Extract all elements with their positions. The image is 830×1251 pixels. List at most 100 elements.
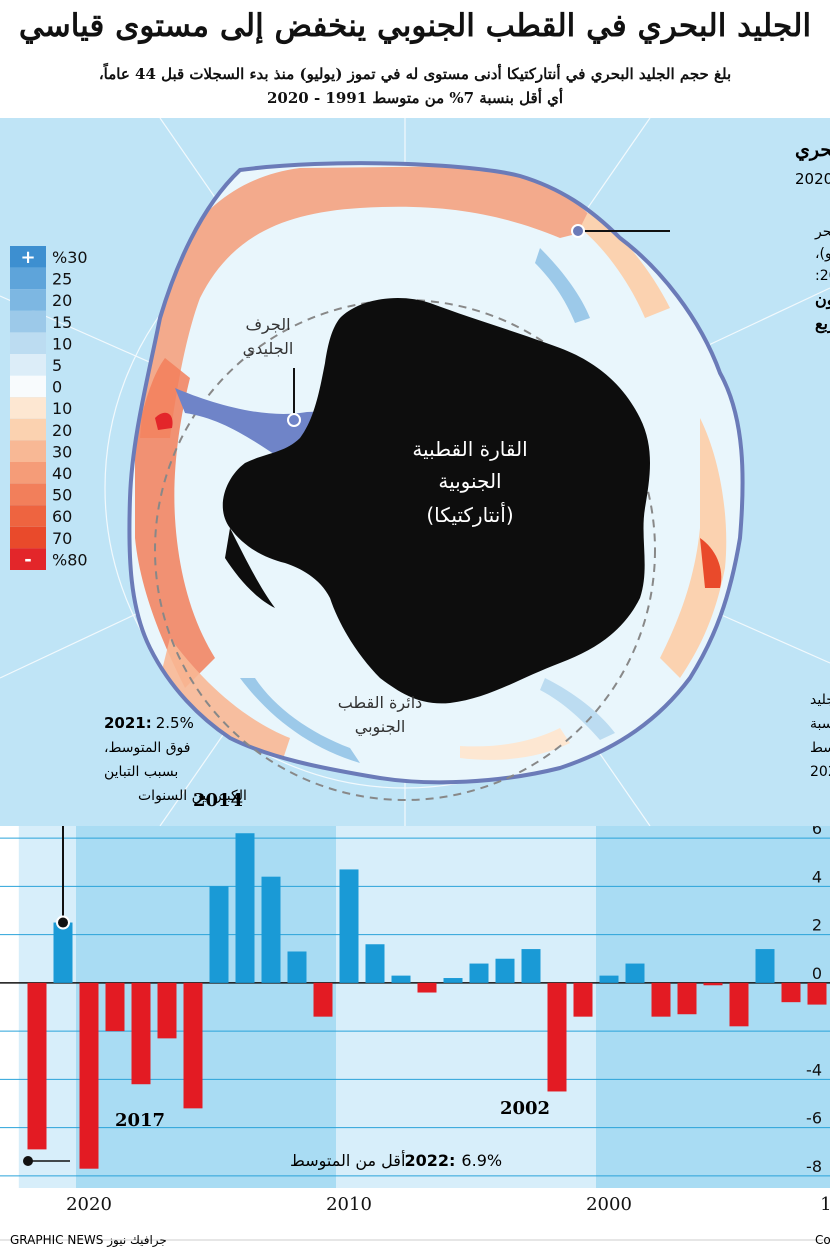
- legend-label: 0: [52, 378, 62, 397]
- legend-swatch: [10, 505, 46, 527]
- legend-label: %30: [52, 248, 88, 267]
- continent-label-2: الجنوبية: [438, 469, 501, 493]
- bar-1992: [807, 982, 827, 1005]
- label-2017: 2017: [115, 1110, 165, 1131]
- ice-shelf-label-2: الجليدي: [243, 339, 294, 359]
- legend-label: 20: [52, 291, 72, 310]
- map-heading-sub: مقارنة بمتوسط 1991 - 2020: [795, 170, 830, 188]
- legend-label: %80: [52, 550, 88, 569]
- bar-1996: [703, 982, 723, 986]
- note-2022: 2022:6.9% أقل من المتوسط: [290, 1150, 502, 1171]
- legend-label: 40: [52, 464, 72, 483]
- legend-swatch: [10, 289, 46, 311]
- footer-svg: 1991 2000 2010 2020 المصدر: Copernicus GRAP…: [0, 1194, 830, 1248]
- graphic-news-credit: GRAPHIC NEWS جرافيك نيوز: [10, 1233, 167, 1247]
- continent-label-1: القارة القطبية: [412, 437, 527, 461]
- legend-label: 60: [52, 507, 72, 526]
- ice-shelf-label-1: الجرف: [245, 315, 290, 335]
- subtitle: بلغ حجم الجليد البحري في أنتاركتيكا أدنى…: [20, 62, 810, 110]
- y-tick-label: 2: [812, 916, 822, 935]
- continent-label-3: (أنتاركتيكا): [426, 502, 513, 527]
- y-tick-label: 6: [812, 826, 822, 838]
- y-tick-label: -4: [806, 1060, 822, 1079]
- bar-1999: [625, 963, 645, 983]
- legend-label: 15: [52, 313, 72, 332]
- bar-1995: [729, 982, 749, 1027]
- bar-2010: [339, 869, 359, 983]
- legend-swatch: [10, 418, 46, 441]
- legend-swatch: [10, 462, 46, 484]
- bar-2003: [521, 949, 541, 983]
- bar-2004: [495, 958, 515, 983]
- bar-2021: [53, 922, 73, 983]
- bar-2002: [547, 982, 567, 1092]
- legend-swatch: [10, 310, 46, 333]
- legend-swatch: [10, 397, 46, 419]
- bar-2022: [27, 982, 47, 1150]
- bar-2005: [469, 963, 489, 983]
- legend-swatch: [10, 246, 46, 268]
- legend-label: 25: [52, 270, 72, 289]
- bar-2015: [209, 886, 229, 983]
- bar-1998: [651, 982, 671, 1017]
- legend-plus: +: [20, 247, 35, 268]
- subtitle-line-1: بلغ حجم الجليد البحري في أنتاركتيكا أدنى…: [98, 65, 732, 83]
- page-title: الجليد البحري في القطب الجنوبي ينخفض إلى…: [18, 8, 812, 44]
- extent-value-line-2: كيلومتر مربع: [815, 314, 830, 334]
- bar-1993: [781, 982, 801, 1003]
- legend-swatch: [10, 440, 46, 462]
- bar-2014: [235, 833, 255, 983]
- bar-2006: [443, 978, 463, 983]
- bar-2019: [105, 982, 125, 1032]
- bar-2009: [365, 944, 385, 983]
- footer: 1991 2000 2010 2020 المصدر: Copernicus GRAP…: [0, 1188, 830, 1248]
- x-tick-label: 2000: [586, 1194, 632, 1215]
- legend-label: 10: [52, 399, 72, 418]
- bar-2008: [391, 975, 411, 983]
- anomaly-patches: [135, 166, 727, 768]
- legend-swatch: [10, 375, 46, 398]
- legend-swatch: [10, 332, 46, 354]
- bar-2011: [313, 982, 333, 1017]
- legend-swatch: [10, 267, 46, 290]
- map-heading: مدى الجليد البحري: [795, 139, 830, 162]
- extent-note-line-3: متوسط 1991 - 2020:: [815, 268, 830, 284]
- bar-2013: [261, 876, 281, 983]
- bar-2016: [183, 982, 203, 1109]
- x-tick-label: 2020: [66, 1194, 112, 1215]
- extent-note-line-1: مدى جليد البحر: [814, 224, 830, 240]
- extent-note-line-2: في تموز (يوليو)،: [815, 246, 830, 262]
- source-credit: المصدر: Copernicus: [815, 1233, 830, 1247]
- y-tick-label: -8: [806, 1157, 822, 1176]
- legend-label: 20: [52, 421, 72, 440]
- anomaly-note-line-2: البحري، النسبة: [810, 716, 830, 732]
- legend-label: 70: [52, 529, 72, 548]
- bar-2020: [79, 982, 99, 1169]
- anomaly-note-line-4: تموز 1991 - 2020: [810, 764, 830, 780]
- circle-label-2: الجنوبي: [355, 717, 406, 737]
- x-tick-label: 1991: [820, 1194, 830, 1215]
- chart-svg: 6 4 2 0 -4 -6 -8 2017 2002 2022:6.9% أقل من ال…: [0, 826, 830, 1188]
- legend-label: 50: [52, 486, 72, 505]
- bar-2000: [599, 975, 619, 983]
- legend-minus: -: [24, 549, 31, 570]
- legend-swatch: [10, 526, 46, 549]
- legend-swatch: [10, 483, 46, 506]
- legend-label: 10: [52, 334, 72, 353]
- legend-label: 5: [52, 356, 62, 375]
- circle-label-1: دائرة القطب: [338, 693, 423, 713]
- bar-1997: [677, 982, 697, 1015]
- bar-2017: [157, 982, 177, 1039]
- anomaly-note-line-3: المئوية (%) من متوسط: [810, 740, 830, 756]
- extent-value-line-1: 16.5 مليون: [815, 290, 830, 310]
- legend-label: 30: [52, 442, 72, 461]
- y-tick-label: 0: [812, 964, 822, 983]
- antarctica-landmass: [222, 298, 650, 704]
- legend-swatch: [10, 548, 46, 570]
- subtitle-line-2: أي أقل بنسبة 7% من متوسط 1991 - 2020: [266, 89, 564, 107]
- anomaly-chart: 6 4 2 0 -4 -6 -8 2017 2002 2022:6.9% أقل من ال…: [0, 826, 830, 1188]
- average-extent-outline: [127, 161, 745, 785]
